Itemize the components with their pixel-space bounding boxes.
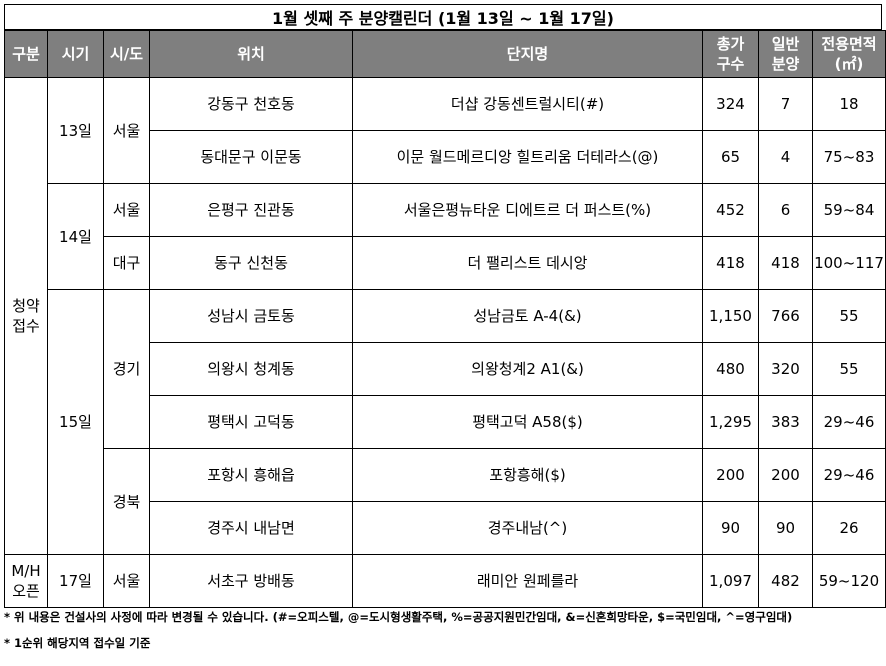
footnote-basis: * 1순위 해당지역 접수일 기준 — [4, 636, 151, 650]
total-cell: 480 — [702, 342, 759, 396]
area-cell: 75~83 — [812, 130, 886, 184]
area-cell: 55 — [812, 289, 886, 343]
table-row: 동대문구 이문동 이문 월드메르디앙 힐트리움 더테라스(@) 65 4 75~… — [5, 130, 886, 184]
complex-cell: 경주내남(^) — [352, 501, 703, 555]
total-cell: 90 — [702, 501, 759, 555]
complex-cell: 의왕청계2 A1(&) — [352, 342, 703, 396]
complex-cell: 평택고덕 A58($) — [352, 395, 703, 449]
general-cell: 766 — [758, 289, 813, 343]
table-row: 15일 경기 성남시 금토동 성남금토 A-4(&) 1,150 766 55 — [5, 289, 886, 555]
general-cell: 482 — [758, 554, 813, 608]
footnotes: * 위 내용은 건설사의 사정에 따라 변경될 수 있습니다. (#=오피스텔,… — [4, 606, 882, 654]
complex-cell: 더 팰리스트 데시앙 — [352, 236, 703, 290]
area-cell: 29~46 — [812, 395, 886, 449]
header-category: 구분 — [4, 30, 48, 78]
location-cell: 평택시 고덕동 — [149, 395, 353, 449]
location-cell: 은평구 진관동 — [149, 183, 353, 237]
total-cell: 1,150 — [702, 289, 759, 343]
area-cell: 29~46 — [812, 448, 886, 502]
header-date: 시기 — [47, 30, 104, 78]
location-cell: 성남시 금토동 — [149, 289, 353, 343]
table-row: 경북 포항시 흥해읍 포항흥해($) 200 200 29~46 — [5, 448, 886, 555]
region-cell: 대구 — [103, 236, 150, 290]
general-cell: 7 — [758, 77, 813, 131]
total-cell: 65 — [702, 130, 759, 184]
location-cell: 서초구 방배동 — [149, 554, 353, 608]
area-cell: 59~120 — [812, 554, 886, 608]
header-location: 위치 — [149, 30, 353, 78]
group-mh-open: M/H 오픈 — [4, 554, 48, 608]
region-cell: 서울 — [103, 77, 150, 184]
complex-cell: 래미안 원페를라 — [352, 554, 703, 608]
region-cell: 서울 — [103, 183, 150, 237]
header-complex: 단지명 — [352, 30, 703, 78]
area-cell: 59~84 — [812, 183, 886, 237]
general-cell: 320 — [758, 342, 813, 396]
region-cell: 경기 — [103, 289, 150, 449]
general-cell: 6 — [758, 183, 813, 237]
location-cell: 포항시 흥해읍 — [149, 448, 353, 502]
total-cell: 418 — [702, 236, 759, 290]
calendar-table: 구분 시기 시/도 위치 단지명 총가 구수 일반 분양 전용면적 (㎡) 청약 접수 … — [4, 30, 886, 608]
header-region: 시/도 — [103, 30, 150, 78]
header-area: 전용면적 (㎡) — [812, 30, 886, 78]
group-subscription: 청약 접수 — [4, 77, 48, 555]
location-cell: 강동구 천호동 — [149, 77, 353, 131]
header-total-units: 총가 구수 — [702, 30, 759, 78]
complex-cell: 더샵 강동센트럴시티(#) — [352, 77, 703, 131]
total-cell: 452 — [702, 183, 759, 237]
date-cell: 14일 — [47, 183, 104, 290]
general-cell: 418 — [758, 236, 813, 290]
complex-cell: 포항흥해($) — [352, 448, 703, 502]
header-row: 구분 시기 시/도 위치 단지명 총가 구수 일반 분양 전용면적 (㎡) — [4, 30, 886, 78]
complex-cell: 성남금토 A-4(&) — [352, 289, 703, 343]
total-cell: 324 — [702, 77, 759, 131]
table-row: 대구 동구 신천동 더 팰리스트 데시앙 418 418 100~117 — [5, 236, 886, 290]
location-cell: 경주시 내남면 — [149, 501, 353, 555]
footnote-disclaimer: * 위 내용은 건설사의 사정에 따라 변경될 수 있습니다. (#=오피스텔,… — [4, 610, 793, 624]
date-cell: 15일 — [47, 289, 104, 555]
general-cell: 90 — [758, 501, 813, 555]
location-cell: 동구 신천동 — [149, 236, 353, 290]
region-cell: 서울 — [103, 554, 150, 608]
calendar-title: 1월 셋째 주 분양캘린더 (1월 13일 ~ 1월 17일) — [4, 4, 882, 30]
total-cell: 200 — [702, 448, 759, 502]
complex-cell: 서울은평뉴타운 디에트르 더 퍼스트(%) — [352, 183, 703, 237]
area-cell: 55 — [812, 342, 886, 396]
table-row: 14일 서울 은평구 진관동 서울은평뉴타운 디에트르 더 퍼스트(%) 452… — [5, 183, 886, 290]
table-row: 의왕시 청계동 의왕청계2 A1(&) 480 320 55 — [5, 342, 886, 396]
general-cell: 200 — [758, 448, 813, 502]
table-row: 경주시 내남면 경주내남(^) 90 90 26 — [5, 501, 886, 555]
complex-cell: 이문 월드메르디앙 힐트리움 더테라스(@) — [352, 130, 703, 184]
date-cell: 13일 — [47, 77, 104, 184]
location-cell: 의왕시 청계동 — [149, 342, 353, 396]
area-cell: 100~117 — [812, 236, 886, 290]
general-cell: 4 — [758, 130, 813, 184]
area-cell: 18 — [812, 77, 886, 131]
general-cell: 383 — [758, 395, 813, 449]
table-row: M/H 오픈 17일 서울 서초구 방배동 래미안 원페를라 1,097 482 … — [4, 554, 886, 608]
location-cell: 동대문구 이문동 — [149, 130, 353, 184]
area-cell: 26 — [812, 501, 886, 555]
total-cell: 1,295 — [702, 395, 759, 449]
date-cell: 17일 — [47, 554, 104, 608]
region-cell: 경북 — [103, 448, 150, 555]
total-cell: 1,097 — [702, 554, 759, 608]
table-row: 청약 접수 13일 서울 강동구 천호동 더샵 강동센트럴시티(#) 324 7 … — [4, 77, 886, 555]
header-general-sale: 일반 분양 — [758, 30, 813, 78]
